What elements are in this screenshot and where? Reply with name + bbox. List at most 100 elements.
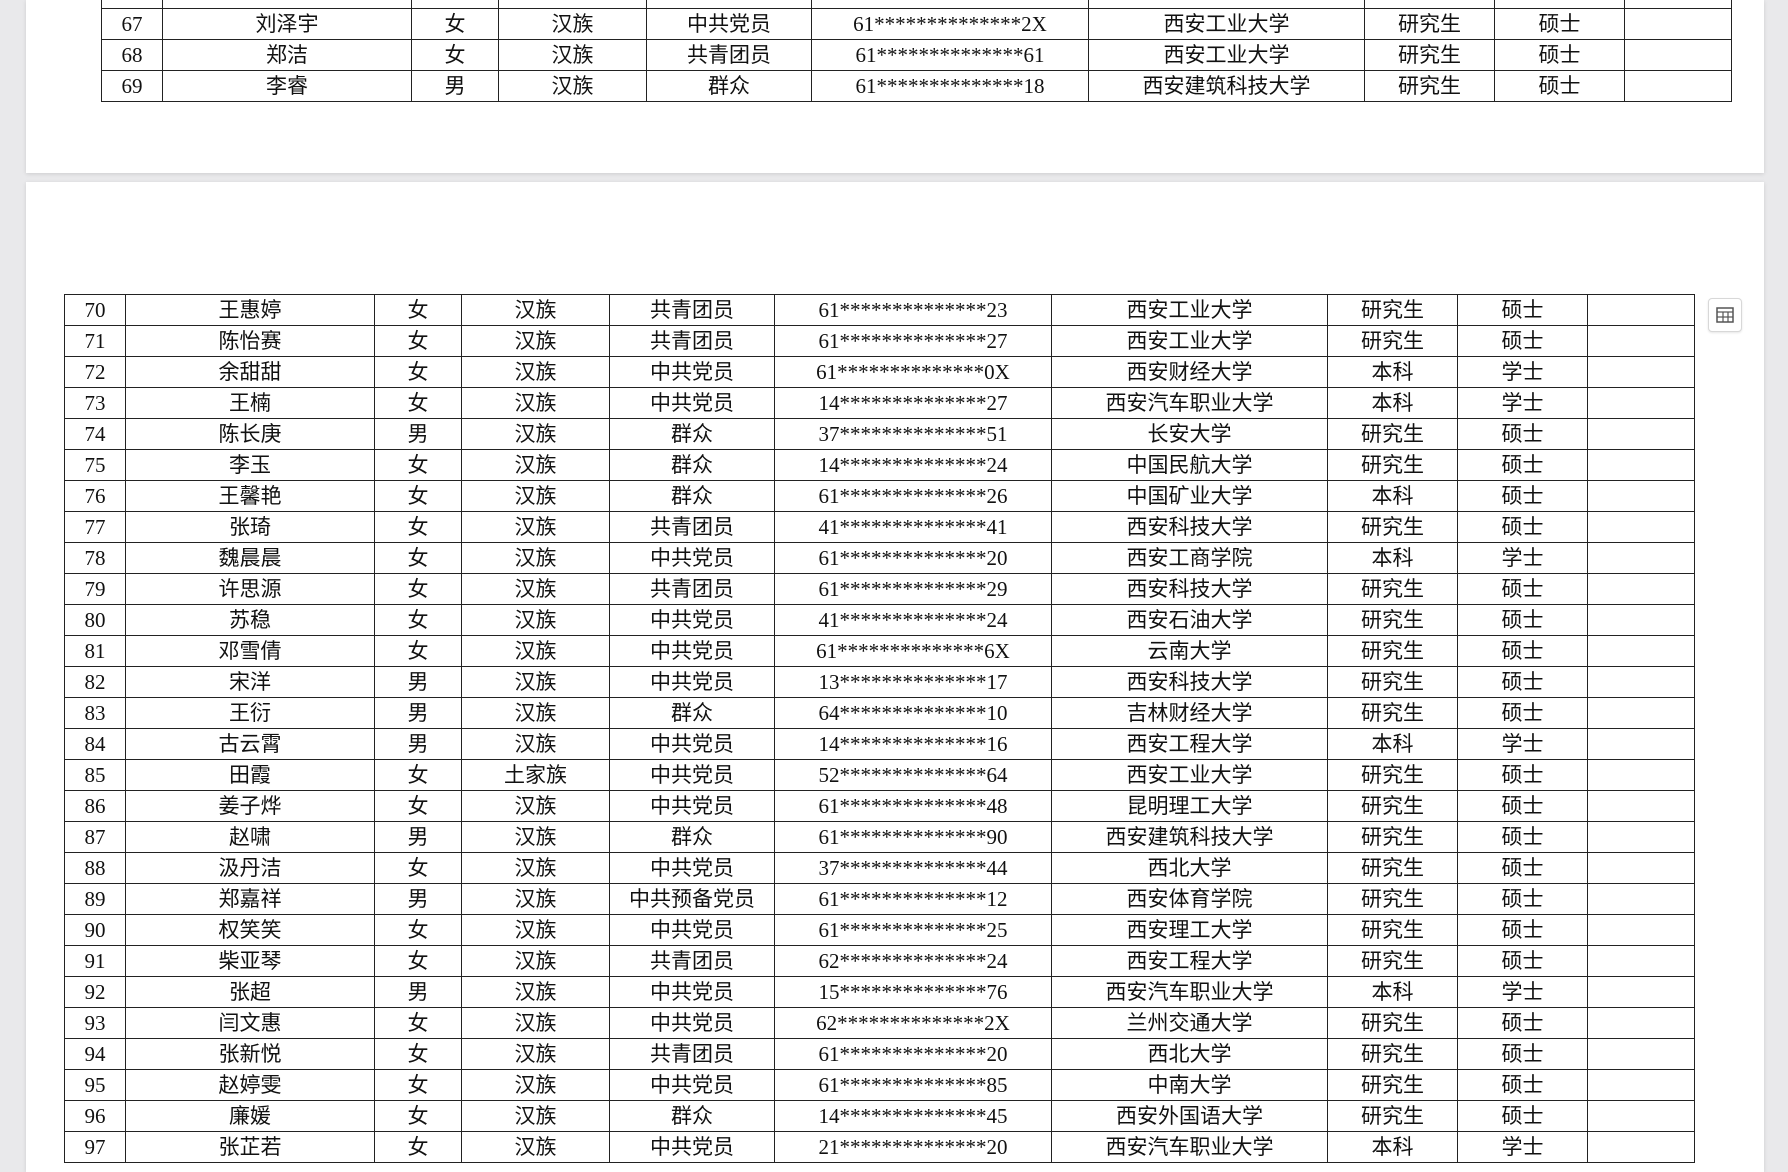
table-cell	[162, 0, 412, 9]
table-cell: 硕士	[1457, 1038, 1588, 1070]
table-cell: 研究生	[1327, 449, 1458, 481]
table-cell: 女	[374, 511, 462, 543]
table-cell	[1587, 511, 1695, 543]
table-row: 71 陈怡赛女汉族 共青团员 61**************27 西安工业大学 研究生硕…	[64, 325, 1695, 357]
table-cell: 86	[64, 790, 126, 822]
table-row: 94 张新悦女汉族 共青团员 61**************20 西北大学 研究生 硕士	[64, 1038, 1695, 1070]
table-cell: 男	[411, 70, 499, 102]
table-cell: 张芷若	[125, 1131, 375, 1163]
table-row: 69 李睿男汉族 群众 61**************18 西安建筑科技大学 研究生 硕士	[101, 70, 1732, 102]
table-cell: 89	[64, 883, 126, 915]
table-cell: 西北大学	[1051, 852, 1328, 884]
table-tool-button[interactable]	[1708, 298, 1742, 332]
table-cell: 汉族	[461, 728, 610, 760]
table-cell: 陈怡赛	[125, 325, 375, 357]
table-row: 75 李玉女汉族 群众 14**************24 中国民航大学 研究生 硕士	[64, 449, 1695, 481]
table-cell: 61**************61	[811, 39, 1089, 71]
table-cell: 研究生	[1327, 1038, 1458, 1070]
table-cell: 研究生	[1327, 1069, 1458, 1101]
table-cell: 汉族	[461, 790, 610, 822]
table-row	[101, 0, 1732, 9]
table-cell: 群众	[646, 70, 812, 102]
table-cell: 14**************24	[774, 449, 1052, 481]
table-cell: 硕士	[1457, 1069, 1588, 1101]
table-cell	[646, 0, 812, 9]
table-cell: 汉族	[461, 914, 610, 946]
table-cell: 许思源	[125, 573, 375, 605]
table-cell	[1088, 0, 1365, 9]
table-row: 83 王衍男汉族 群众 64**************10 吉林财经大学 研究生 硕士	[64, 697, 1695, 729]
table-cell	[1624, 8, 1732, 40]
table-cell: 男	[374, 976, 462, 1008]
table-cell: 研究生	[1364, 8, 1495, 40]
table-cell: 汉族	[461, 480, 610, 512]
table-cell: 93	[64, 1007, 126, 1039]
table-cell: 硕士	[1457, 759, 1588, 791]
table-cell	[811, 0, 1089, 9]
table-cell: 学士	[1457, 356, 1588, 388]
table-cell: 硕士	[1457, 604, 1588, 636]
table-cell: 本科	[1327, 387, 1458, 419]
table-row: 77 张琦女汉族 共青团员 41**************41 西安科技大学 研究生 硕士	[64, 511, 1695, 543]
table-cell	[1364, 0, 1495, 9]
table-cell	[1587, 852, 1695, 884]
table-cell: 女	[374, 604, 462, 636]
table-cell: 本科	[1327, 356, 1458, 388]
table-cell: 魏晨晨	[125, 542, 375, 574]
table-cell: 61**************6X	[774, 635, 1052, 667]
table-cell	[1587, 325, 1695, 357]
table-cell: 硕士	[1494, 70, 1625, 102]
table-cell: 本科	[1327, 542, 1458, 574]
table-cell: 汉族	[461, 1069, 610, 1101]
table-cell: 西安石油大学	[1051, 604, 1328, 636]
table-cell: 吉林财经大学	[1051, 697, 1328, 729]
table-cell: 77	[64, 511, 126, 543]
table-cell: 61**************85	[774, 1069, 1052, 1101]
table-cell: 61**************90	[774, 821, 1052, 853]
table-row: 78 魏晨晨女汉族 中共党员 61**************20 西安工商学院 本科 学士	[64, 542, 1695, 574]
table-cell: 中共党员	[609, 666, 775, 698]
table-cell: 女	[374, 387, 462, 419]
table-cell	[1587, 945, 1695, 977]
table-cell: 硕士	[1457, 790, 1588, 822]
table-cell: 硕士	[1457, 418, 1588, 450]
table-cell: 84	[64, 728, 126, 760]
table-cell: 邓雪倩	[125, 635, 375, 667]
table-cell: 研究生	[1327, 790, 1458, 822]
table-cell: 余甜甜	[125, 356, 375, 388]
table-cell: 西安体育学院	[1051, 883, 1328, 915]
table-cell: 硕士	[1457, 883, 1588, 915]
table-row: 95 赵婷雯女汉族 中共党员 61**************85 中南大学 研究生 硕士	[64, 1069, 1695, 1101]
table-cell: 西安工业大学	[1051, 294, 1328, 326]
table-cell: 64**************10	[774, 697, 1052, 729]
table-cell: 81	[64, 635, 126, 667]
table-cell: 67	[101, 8, 163, 40]
table-cell: 中共预备党员	[609, 883, 775, 915]
table-row: 92 张超男汉族 中共党员 15**************76 西安汽车职业大学 本科学…	[64, 976, 1695, 1008]
table-cell: 汉族	[461, 294, 610, 326]
table-cell: 14**************45	[774, 1100, 1052, 1132]
table-cell: 中国矿业大学	[1051, 480, 1328, 512]
table-cell: 男	[374, 883, 462, 915]
table-cell: 西北大学	[1051, 1038, 1328, 1070]
table-cell: 硕士	[1457, 573, 1588, 605]
table-cell: 苏稳	[125, 604, 375, 636]
table-cell	[1587, 1038, 1695, 1070]
table-cell: 硕士	[1457, 852, 1588, 884]
table-cell: 郑嘉祥	[125, 883, 375, 915]
table-cell: 群众	[609, 418, 775, 450]
table-cell	[1587, 635, 1695, 667]
table-cell: 汉族	[498, 8, 647, 40]
table-cell	[1587, 1100, 1695, 1132]
table-cell: 中共党员	[609, 1131, 775, 1163]
table-cell: 王衍	[125, 697, 375, 729]
table-cell: 男	[374, 821, 462, 853]
table-cell	[1587, 387, 1695, 419]
table-cell: 汉族	[461, 1038, 610, 1070]
table-cell: 汉族	[461, 697, 610, 729]
table-cell: 61**************20	[774, 1038, 1052, 1070]
table-cell: 西安汽车职业大学	[1051, 387, 1328, 419]
table-cell: 汉族	[461, 1100, 610, 1132]
table-cell: 62**************2X	[774, 1007, 1052, 1039]
